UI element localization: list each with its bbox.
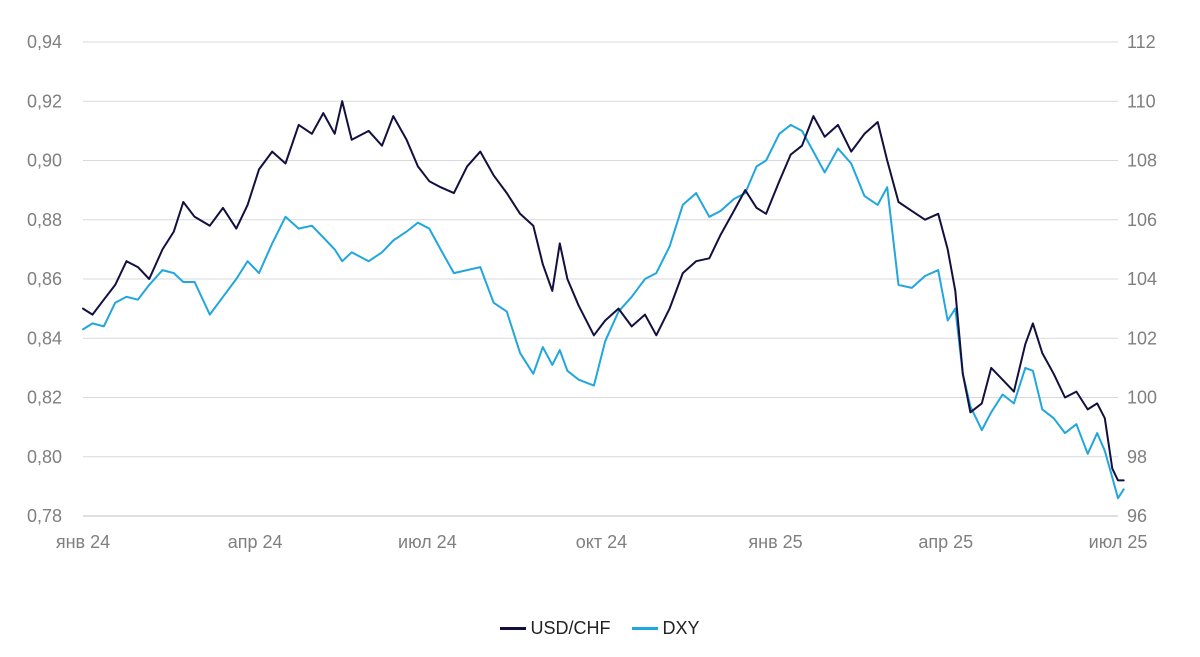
right-y-tick-label: 104 (1127, 269, 1157, 289)
x-tick-label: янв 24 (56, 532, 110, 552)
left-y-tick-label: 0,78 (27, 506, 62, 526)
left-y-tick-label: 0,82 (27, 388, 62, 408)
left-y-tick-label: 0,94 (27, 32, 62, 52)
right-y-tick-label: 106 (1127, 210, 1157, 230)
right-y-tick-label: 100 (1127, 388, 1157, 408)
legend: USD/CHF DXY (0, 618, 1200, 639)
right-y-tick-label: 98 (1127, 447, 1147, 467)
series-line-usdchf (82, 100, 1125, 482)
right-y-tick-label: 112 (1127, 32, 1156, 52)
right-y-tick-label: 96 (1127, 506, 1147, 526)
left-y-tick-label: 0,92 (27, 91, 62, 111)
x-tick-label: июл 25 (1089, 532, 1148, 552)
grid-lines (83, 41, 1118, 517)
x-tick-label: окт 24 (576, 532, 627, 552)
legend-item-usdchf: USD/CHF (500, 618, 610, 639)
legend-item-dxy: DXY (632, 618, 700, 639)
left-y-tick-label: 0,88 (27, 210, 62, 230)
left-y-tick-label: 0,90 (27, 151, 62, 171)
right-y-axis: 96 98 100 102 104 106 108 110 112 (1127, 32, 1157, 526)
x-tick-label: янв 25 (748, 532, 802, 552)
right-y-tick-label: 110 (1127, 91, 1156, 111)
legend-swatch-dxy (632, 627, 659, 630)
x-tick-label: апр 25 (918, 532, 973, 552)
x-tick-label: апр 24 (228, 532, 283, 552)
series-lines (82, 100, 1125, 500)
series-line-dxy (82, 123, 1125, 500)
x-tick-label: июл 24 (398, 532, 457, 552)
left-y-tick-label: 0,86 (27, 269, 62, 289)
left-y-axis: 0,78 0,80 0,82 0,84 0,86 0,88 0,90 0,92 0,94 (27, 32, 62, 526)
left-y-tick-label: 0,80 (27, 447, 62, 467)
right-y-tick-label: 108 (1127, 151, 1157, 171)
right-y-tick-label: 102 (1127, 328, 1157, 348)
legend-label-dxy: DXY (662, 618, 700, 638)
legend-label-usdchf: USD/CHF (530, 618, 611, 638)
legend-swatch-usdchf (500, 627, 527, 630)
left-y-tick-label: 0,84 (27, 328, 62, 348)
x-axis: янв 24 апр 24 июл 24 окт 24 янв 25 апр 25 июл … (56, 532, 1147, 552)
